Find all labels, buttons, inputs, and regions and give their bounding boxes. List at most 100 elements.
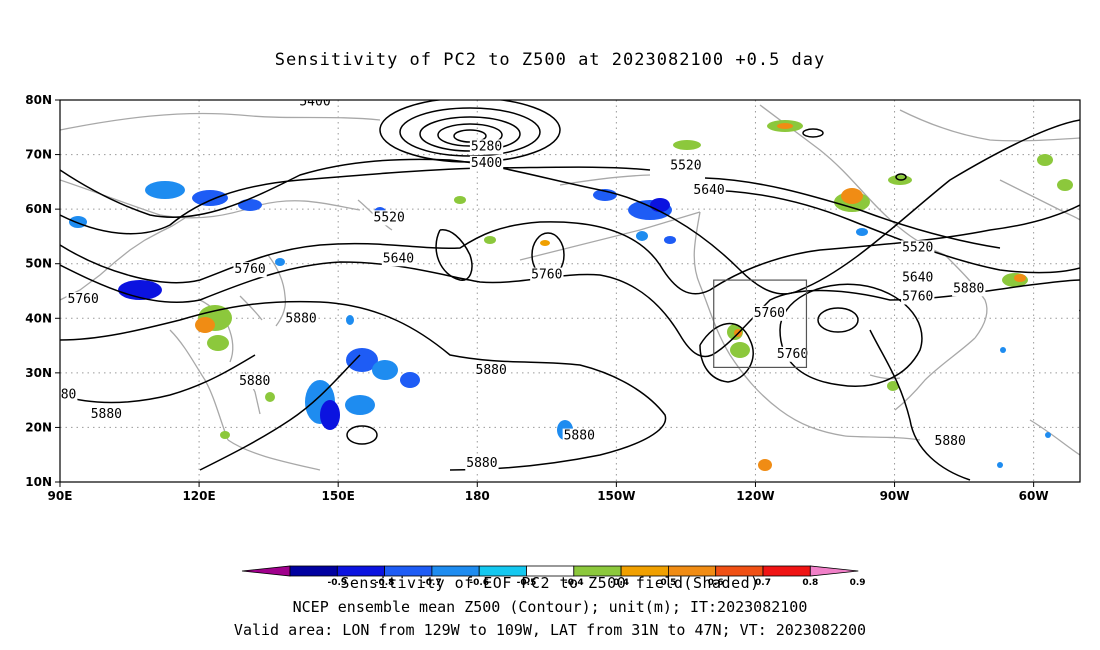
- axes: 90E 120E 150E 180 150W 120W 90W 60W 80N 70N 60N 50N…: [25, 93, 1048, 503]
- contour-label-bg: [372, 210, 406, 226]
- sensitivity-blob: [265, 392, 275, 402]
- lon-tick-label: 60W: [1019, 489, 1049, 503]
- contour-label-bg: [901, 240, 935, 256]
- map-title: Sensitivity of PC2 to Z500 at 2023082100…: [274, 50, 826, 70]
- lon-tick-label: 180: [465, 489, 490, 503]
- contour-label-bg: [469, 139, 504, 155]
- contour-label: 5520: [374, 210, 405, 225]
- caption-valid-area: Valid area: LON from 129W to 109W, LAT f…: [233, 621, 867, 639]
- sensitivity-blob: [320, 400, 340, 430]
- contour-label: 5280: [471, 139, 502, 154]
- contour-label: 5880: [953, 281, 984, 296]
- sensitivity-blob: [192, 190, 228, 206]
- contour-label: 5760: [777, 347, 808, 362]
- contour-label: 5640: [693, 183, 724, 198]
- lon-tick-label: 120E: [182, 489, 215, 503]
- colorbar-tick-label: 0.6: [708, 578, 724, 588]
- sensitivity-blob: [997, 462, 1003, 468]
- lat-tick-label: 10N: [25, 475, 52, 489]
- sensitivity-blob: [1014, 274, 1026, 282]
- colorbar-tick-label: 0.9: [850, 578, 866, 588]
- contour-label-bg: [692, 183, 726, 199]
- colorbar-tick-label: -0.9: [327, 578, 347, 588]
- contour-label: 5640: [383, 251, 414, 266]
- lat-tick-label: 40N: [25, 311, 52, 325]
- lat-tick-label: 70N: [25, 148, 52, 162]
- contour-label-bg: [933, 434, 967, 450]
- contour-label-bg: [901, 289, 935, 305]
- sensitivity-blob: [454, 196, 466, 204]
- sensitivity-blob: [195, 317, 215, 333]
- sensitivity-blob: [856, 228, 868, 236]
- contour-label-bg: [669, 158, 703, 174]
- sensitivity-blob: [841, 188, 863, 204]
- lon-tick-label: 90W: [880, 489, 910, 503]
- contour-label: 5520: [902, 240, 933, 255]
- colorbar-tick-label: -0.4: [564, 578, 584, 588]
- sensitivity-blob: [1057, 179, 1073, 191]
- sensitivity-blob: [887, 381, 899, 391]
- valid-area-box: [713, 279, 808, 369]
- contour-label: 5400: [299, 95, 330, 110]
- contour-label: 5880: [476, 363, 507, 378]
- sensitivity-blob: [664, 236, 676, 244]
- lon-tick-label: 120W: [736, 489, 774, 503]
- contour-label-bg: [901, 270, 935, 286]
- sensitivity-blob: [346, 315, 354, 325]
- sensitivity-blob: [540, 240, 550, 246]
- plot-frame: [59, 99, 1081, 483]
- sensitivity-blob: [758, 459, 772, 471]
- sensitivity-blob: [69, 216, 87, 228]
- sensitivity-blob: [1045, 432, 1051, 438]
- colorbar-tick-label: 0.8: [802, 578, 818, 588]
- contour-label-bg: [775, 346, 810, 362]
- contour-label-bg: [530, 267, 564, 283]
- contour-label-bg: [1077, 300, 1080, 316]
- contour-labels: 5400 5280 5400 5520 5520 5640 5640 5760 5760 5880…: [60, 95, 1100, 471]
- contour-label-bg: [752, 305, 787, 321]
- contour-label: 5760: [234, 262, 265, 277]
- contour-label: 5880: [285, 311, 316, 326]
- contour-label-bg: [60, 387, 78, 403]
- contour-label: 5880: [239, 374, 270, 389]
- contour-label: 5640: [902, 270, 933, 285]
- contour-label-bg: [284, 311, 318, 327]
- sensitivity-blob: [484, 236, 496, 244]
- contour-label-bg: [66, 292, 100, 308]
- sensitivity-blob: [207, 335, 229, 351]
- contour-label-bg: [465, 455, 499, 471]
- contour-label: 5760: [68, 292, 99, 307]
- sensitivity-blob: [1000, 347, 1006, 353]
- contour-label: 5880: [466, 456, 497, 471]
- sensitivity-blob: [673, 140, 701, 150]
- sensitivity-shading: [69, 120, 1073, 471]
- contour-label: 5880: [564, 429, 595, 444]
- contour-label-bg: [474, 363, 508, 379]
- contour-label: 5880: [935, 434, 966, 449]
- sensitivity-blob: [650, 198, 670, 212]
- sensitivity-blob: [372, 360, 398, 380]
- caption-contour: NCEP ensemble mean Z500 (Contour); unit(…: [292, 598, 808, 616]
- lon-tick-label: 150E: [322, 489, 355, 503]
- contour-label-bg: [233, 262, 267, 278]
- caption-shaded: Sensitivity of EOF PC2 to Z500 field(Sha…: [340, 574, 760, 592]
- contour-label-bg: [89, 406, 124, 422]
- sensitivity-blob: [275, 258, 285, 266]
- lat-tick-label: 30N: [25, 366, 52, 380]
- coastlines: [60, 104, 1080, 471]
- contour-label: 5880: [1078, 300, 1100, 315]
- colorbar-tick-label: -0.5: [517, 578, 537, 588]
- sensitivity-blob: [346, 348, 378, 372]
- sensitivity-blob: [220, 431, 230, 439]
- contour-label-bg: [562, 428, 596, 444]
- contour-label-bg: [298, 100, 332, 110]
- lat-tick-label: 60N: [25, 202, 52, 216]
- sensitivity-blob: [345, 395, 375, 415]
- contour-label-bg: [381, 251, 416, 267]
- colorbar-tick-label: 0.4: [613, 578, 629, 588]
- contour-label: 5760: [754, 306, 785, 321]
- colorbar-tick-label: -0.7: [422, 578, 442, 588]
- colorbar: -0.9 -0.8 -0.7 -0.6 -0.5 -0.4 0.4 0.5 0.6 0.7 0.8 0…: [241, 565, 866, 588]
- lon-tick-label: 150W: [597, 489, 635, 503]
- contour-label-bg: [952, 281, 986, 297]
